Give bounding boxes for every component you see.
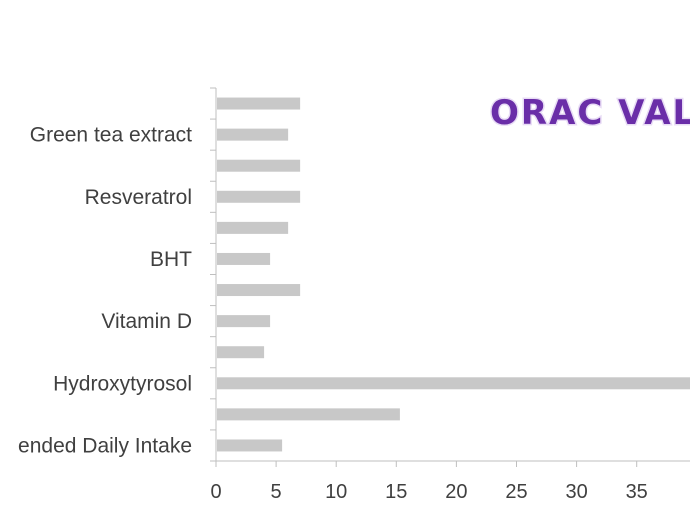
bar [217, 190, 301, 203]
x-tick-label: 25 [505, 481, 527, 503]
bar [217, 221, 289, 234]
category-label: BHT [150, 248, 192, 271]
x-tick-label: 20 [445, 481, 467, 503]
axes [210, 87, 690, 467]
bar [217, 159, 301, 172]
bar [217, 128, 289, 141]
category-label: Vitamin D [101, 310, 192, 333]
bar [217, 97, 301, 110]
bar [217, 439, 283, 452]
bar [217, 315, 271, 328]
bars [217, 97, 690, 452]
category-label: Green tea extract [30, 124, 192, 147]
bar [217, 252, 271, 265]
bar [217, 346, 265, 359]
x-tick-label: 0 [210, 481, 221, 503]
bar [217, 284, 301, 297]
x-tick-labels: 051015202530354 [210, 481, 648, 503]
category-label: Resveratrol [85, 186, 192, 209]
x-tick-label: 30 [565, 481, 587, 503]
x-tick-label: 5 [271, 481, 282, 503]
category-label: ended Daily Intake [18, 434, 192, 457]
bar [217, 408, 400, 421]
bar [217, 377, 690, 390]
x-tick-label: 15 [385, 481, 407, 503]
chart-title: ORAC VALU [490, 93, 690, 133]
category-label: Hydroxytyrosol [53, 372, 192, 395]
category-labels: ended Daily Intake Hydroxytyrosol Vitamin … [18, 124, 192, 458]
x-tick-label: 10 [325, 481, 347, 503]
x-tick-label: 35 [626, 481, 648, 503]
